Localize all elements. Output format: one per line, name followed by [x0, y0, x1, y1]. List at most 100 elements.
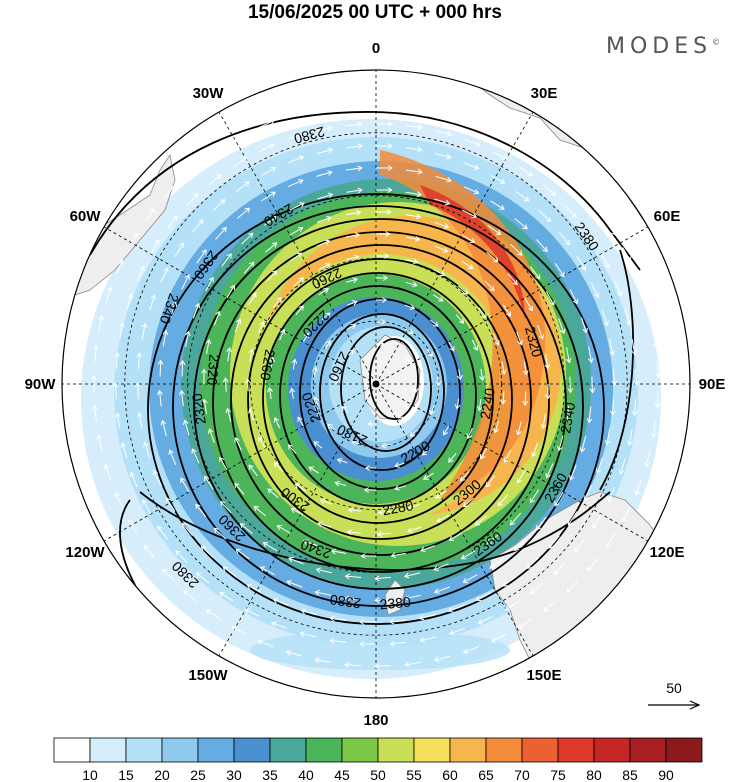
wind-vector-arrow: [93, 344, 99, 362]
wind-vector-arrow: [569, 289, 579, 305]
wind-vector-arrow: [460, 550, 476, 560]
wind-vector-arrow: [531, 442, 539, 458]
wind-vector-arrow: [374, 597, 392, 604]
wind-vector-arrow: [345, 277, 358, 283]
wind-vector-arrow: [377, 509, 391, 516]
wind-vector-arrow: [91, 404, 98, 422]
wind-vector-arrow: [103, 463, 112, 480]
wind-vector-arrow: [179, 359, 186, 377]
wind-vector-arrow: [314, 589, 332, 596]
wind-vector-arrow: [461, 260, 474, 270]
wind-vector-arrow: [152, 470, 162, 486]
wind-vector-arrow: [98, 315, 105, 332]
wind-vector-arrow: [486, 251, 499, 263]
wind-vector-arrow: [333, 375, 339, 384]
height-contour: [279, 285, 477, 507]
wind-vector-arrow: [548, 535, 560, 549]
wind-vector-arrow: [191, 448, 200, 464]
wind-vector-arrow: [435, 490, 447, 499]
wind-vector-arrow: [497, 494, 509, 507]
wind-vector-arrow: [345, 165, 363, 172]
wind-vector-arrow: [540, 413, 547, 430]
wind-vector-arrow: [462, 497, 475, 508]
wind-vector-arrow: [487, 224, 502, 235]
longitude-labels: 0 30E 60E 90E 120E 150E 180 150W 120W 90W 60W 30W: [25, 40, 726, 729]
wind-vector-arrow: [376, 319, 387, 325]
wind-vector-arrow: [308, 466, 319, 474]
wind-vector-arrow: [530, 582, 544, 595]
longitude-label: 120E: [649, 544, 684, 561]
wind-vector-arrow: [170, 301, 178, 318]
wind-vector-arrow: [479, 368, 485, 382]
wind-vector-arrow: [574, 539, 585, 553]
wind-vector-arrow: [535, 516, 547, 531]
wind-vector-arrow: [222, 566, 237, 577]
wind-vector-arrow: [129, 471, 138, 488]
wind-vector-arrow: [346, 324, 357, 330]
wind-vector-arrow: [426, 348, 433, 358]
wind-vector-arrow: [476, 399, 483, 412]
wind-vector-arrow: [181, 274, 190, 290]
wind-vector-arrow: [184, 165, 198, 178]
wind-vector-arrow: [162, 329, 169, 347]
wind-vector-arrow: [186, 193, 199, 206]
wind-vector-arrow: [261, 167, 277, 176]
wind-vector-arrow: [302, 539, 318, 547]
wind-vector-arrow: [447, 604, 464, 613]
wind-vector-arrow: [318, 263, 331, 271]
wind-vector-arrow: [376, 143, 393, 149]
wind-vector-arrow: [206, 609, 221, 620]
wind-vector-arrow: [435, 175, 452, 183]
wind-vector-arrow: [429, 405, 435, 416]
height-contour: [89, 111, 641, 271]
wind-vector-arrow: [433, 586, 451, 594]
wind-vector-arrow: [618, 458, 626, 475]
wind-vectors: [90, 99, 662, 670]
wind-vector-arrow: [128, 232, 138, 248]
wind-vector-arrow: [347, 300, 358, 306]
wind-vector-arrow: [405, 258, 419, 265]
wind-vector-arrow: [413, 384, 419, 393]
colorbar-swatch: [629, 737, 667, 763]
map-frame: [61, 69, 691, 699]
colorbar-tick-label: 90: [658, 767, 674, 782]
wind-vector-arrow: [580, 317, 588, 334]
wind-vector-arrow: [286, 132, 303, 141]
wind-vector-arrow: [344, 595, 361, 602]
wind-vector-arrow: [510, 243, 523, 256]
wind-vector-arrow: [184, 330, 191, 348]
wind-vector-arrow: [517, 618, 533, 629]
wind-vector-arrow: [302, 332, 309, 343]
wind-vector-arrow: [490, 174, 506, 184]
wind-vector-arrow: [631, 399, 638, 417]
wind-vector-arrow: [526, 557, 540, 570]
wind-vector-arrow: [405, 281, 418, 288]
wind-vector-arrow: [419, 636, 437, 643]
wind-vector-arrow: [633, 368, 640, 386]
wind-vector-arrow: [162, 568, 175, 582]
wind-vector-arrow: [478, 307, 487, 319]
wind-vector-arrow: [319, 498, 333, 505]
meridian-line: [103, 383, 377, 542]
wind-vector-arrow: [389, 618, 406, 625]
wind-vector-arrow: [376, 341, 385, 347]
wind-vector-arrow: [517, 469, 526, 484]
wind-vector-arrow: [195, 572, 210, 584]
wind-vector-arrow: [290, 507, 304, 516]
wind-vector-arrow: [149, 294, 157, 311]
wind-vector-arrow: [316, 147, 334, 154]
wind-vector-arrow: [553, 562, 566, 575]
wind-vector-arrow: [312, 366, 318, 377]
wind-vector-arrow: [321, 312, 331, 321]
wind-vector-arrow: [273, 416, 281, 429]
wind-vector-arrow: [502, 304, 511, 317]
wind-vector-arrow: [286, 580, 303, 588]
wind-vector-arrow: [406, 168, 423, 175]
wind-vector-arrow: [565, 347, 572, 364]
colorbar-swatch: [557, 737, 595, 763]
meridian-line: [375, 383, 534, 657]
wind-vector-arrow: [631, 338, 638, 356]
wind-vector-arrow: [645, 302, 653, 319]
wind-vector-arrow: [418, 614, 436, 621]
colorbar-tick-label: 10: [82, 767, 98, 782]
